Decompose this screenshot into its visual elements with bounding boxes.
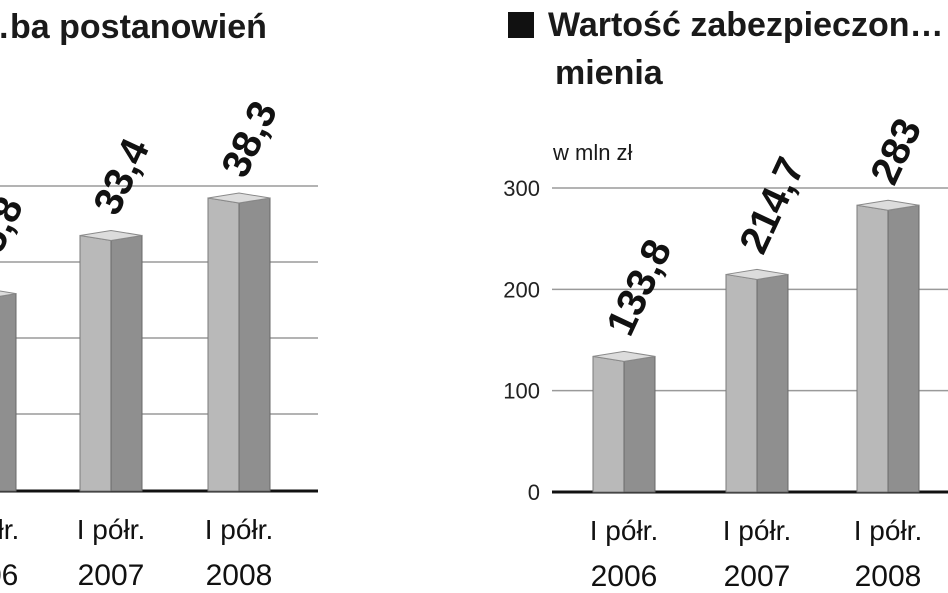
right-category-label-line2: 2006 (591, 560, 658, 593)
right-bar-side (887, 204, 920, 493)
right-bar (725, 273, 758, 493)
right-bar-side (623, 355, 656, 493)
left-value-label: 38,3 (213, 95, 286, 184)
right-category-label-line2: 2007 (724, 560, 791, 593)
right-bar (592, 355, 625, 493)
left-bar-top (207, 192, 271, 204)
left-bar-side (238, 197, 271, 492)
right-category-label-line1: I półr. (854, 515, 922, 546)
legend-square-icon (508, 12, 534, 38)
right-chart-unit: w mln zł (553, 140, 633, 165)
left-value-label: 33,4 (85, 131, 158, 221)
right-category-label-line2: 2008 (855, 560, 922, 593)
left-bar (207, 197, 240, 492)
right-chart-title-line2: mienia (555, 54, 663, 92)
left-bar-top (0, 290, 17, 297)
right-ytick-label: 100 (503, 379, 540, 404)
left-category-label-line2: 2007 (78, 559, 145, 592)
left-value-label: 25,8 (0, 190, 32, 279)
left-bar-side (110, 234, 143, 492)
left-bar (79, 234, 112, 492)
left-bar-top (79, 229, 143, 241)
left-category-label-line1: I półr. (205, 514, 273, 545)
right-bar (856, 204, 889, 493)
right-ytick-label: 300 (503, 176, 540, 201)
right-chart: 0 100 200 300 133,8 I półr. 2006 214,7 I półr. 20… (503, 112, 948, 593)
right-ytick-label: 200 (503, 277, 540, 302)
right-category-label-line1: I półr. (590, 515, 658, 546)
right-chart-title: Wartość zabezpieczon… (508, 8, 943, 42)
right-category-label-line1: I półr. (723, 515, 791, 546)
left-category-label-line1: I półr. (0, 514, 19, 545)
right-value-label: 133,8 (598, 233, 680, 342)
right-chart-title-line1: Wartość zabezpieczon… (548, 6, 944, 44)
left-chart-title: …ba postanowień (0, 8, 267, 46)
left-bar-side (0, 293, 17, 492)
right-ytick-label: 0 (528, 480, 540, 505)
left-category-label-line2: 2006 (0, 559, 18, 592)
left-category-label-line2: 2008 (206, 559, 273, 592)
right-value-label: 283 (862, 112, 930, 191)
left-chart: 25,8 I półr. 2006 33,4 I półr. 2007 38,3 I półr… (0, 95, 318, 592)
right-bar-top (856, 199, 920, 211)
left-category-label-line1: I półr. (77, 514, 145, 545)
right-bar-top (725, 268, 789, 280)
right-value-label: 214,7 (731, 151, 813, 260)
right-bar-top (592, 350, 656, 362)
right-bar-side (756, 273, 789, 493)
